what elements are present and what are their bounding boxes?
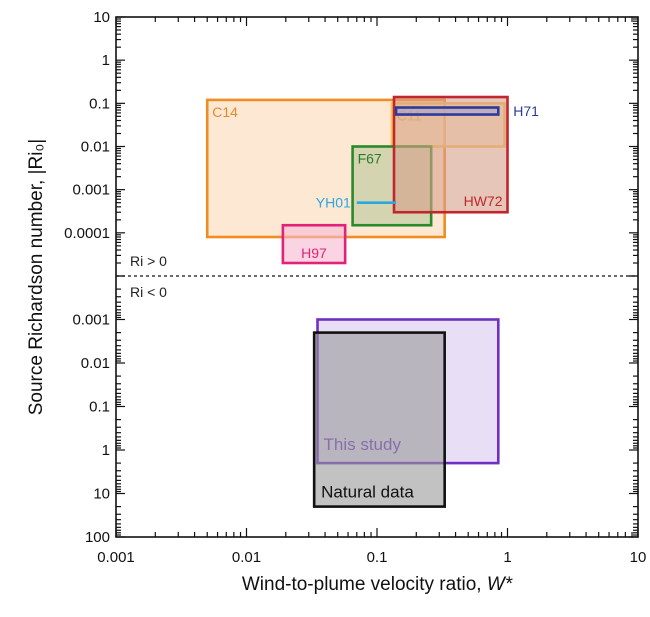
region-label-h97: H97: [301, 245, 327, 261]
region-natural-data: [312, 331, 446, 508]
y-tick-label: 0.01: [81, 139, 110, 156]
ri-positive-label: Ri > 0: [130, 253, 167, 269]
y-tick-label: 0.001: [72, 182, 110, 199]
x-tick-label: 0.1: [367, 549, 388, 566]
y-tick-label: 0.01: [81, 355, 110, 372]
region-label-c14: C14: [212, 104, 238, 120]
y-tick-label: 0.1: [89, 95, 110, 112]
region-label-hw72: HW72: [464, 193, 503, 209]
region-h97: [281, 223, 347, 265]
y-tick-label: 10: [93, 486, 110, 503]
region-label-h71: H71: [513, 103, 539, 119]
y-tick-label: 1: [102, 442, 110, 459]
y-tick-label: 0.1: [89, 399, 110, 416]
y-tick-label: 0.0001: [64, 225, 110, 242]
regions-layer: C14C11F67HW72H71H97This studyNatural dat…: [205, 95, 539, 508]
annotations-layer: YH01: [316, 195, 397, 211]
plot-frame: [115, 16, 639, 538]
region-hw72: [392, 95, 509, 214]
line-label-yh01: YH01: [316, 195, 351, 211]
ticks-layer: 0.001 0.01 0.1 1 10 10 1 0.1 0.01 0.001 0.0001 0.00…: [64, 9, 646, 566]
y-axis-title: Source Richardson number, |Ri₀|: [26, 139, 47, 416]
region-label-natural-data: Natural data: [321, 483, 414, 502]
x-tick-label: 0.001: [97, 549, 135, 566]
y-tick-label: 10: [93, 9, 110, 26]
x-tick-label: 10: [630, 549, 647, 566]
x-tick-label: 0.01: [232, 549, 261, 566]
x-axis-title-text: Wind-to-plume velocity ratio,: [242, 574, 487, 595]
x-tick-label: 1: [503, 549, 511, 566]
region-h71: [394, 106, 500, 116]
ri-negative-label: Ri < 0: [130, 284, 167, 300]
y-tick-label: 100: [85, 529, 110, 546]
y-tick-label: 1: [102, 52, 110, 69]
region-label-f67: F67: [358, 151, 382, 167]
y-tick-label: 0.001: [72, 312, 110, 329]
x-axis-title-symbol: W*: [487, 574, 513, 595]
x-axis-title: Wind-to-plume velocity ratio, W*: [242, 574, 513, 595]
